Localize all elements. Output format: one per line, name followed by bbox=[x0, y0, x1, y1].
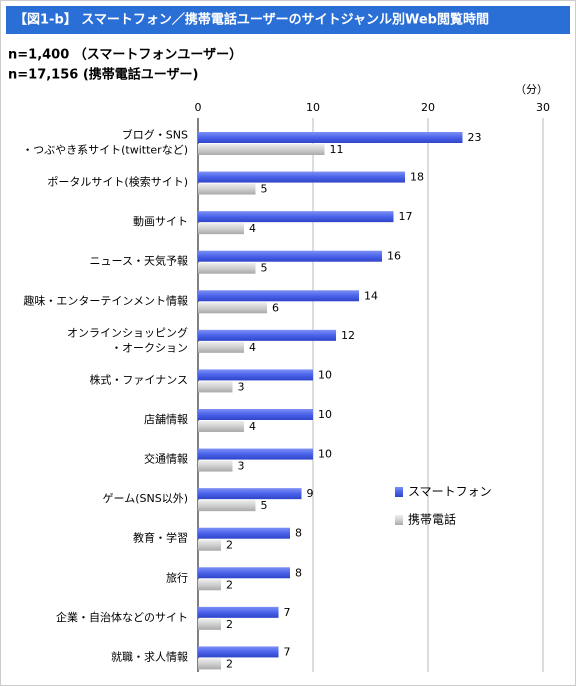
y-tick-label: 就職・求人情報 bbox=[111, 649, 188, 663]
x-tick-label: 10 bbox=[306, 101, 320, 114]
bar bbox=[198, 488, 302, 500]
bar bbox=[198, 606, 279, 618]
bar bbox=[198, 223, 244, 235]
value-label: 2 bbox=[226, 657, 233, 670]
value-label: 2 bbox=[226, 578, 233, 591]
bar bbox=[198, 460, 233, 472]
y-tick-label: ポータルサイト(検索サイト) bbox=[47, 175, 188, 189]
bar bbox=[198, 369, 313, 381]
value-label: 5 bbox=[261, 262, 268, 275]
value-label: 7 bbox=[284, 645, 291, 658]
y-tick-label: 株式・ファイナンス bbox=[89, 372, 188, 386]
legend-label: 携帯電話 bbox=[408, 512, 456, 527]
y-tick-label: 企業・自治体などのサイト bbox=[56, 610, 188, 624]
y-tick-label: 交通情報 bbox=[144, 452, 188, 466]
bar bbox=[198, 381, 233, 393]
bar bbox=[198, 250, 382, 262]
bar bbox=[198, 421, 244, 432]
value-label: 5 bbox=[261, 499, 268, 512]
y-tick-label: ブログ・SNS bbox=[122, 128, 188, 142]
y-tick-label: ・つぶやき系サイト(twitterなど) bbox=[22, 144, 188, 157]
bar bbox=[198, 448, 313, 460]
legend-swatch bbox=[395, 515, 403, 525]
y-tick-label: ゲーム(SNS以外) bbox=[103, 492, 188, 505]
bar bbox=[198, 211, 394, 223]
value-label: 10 bbox=[318, 408, 332, 421]
chart-title: 【図1-b】 スマートフォン／携帯電話ユーザーのサイトジャンル別Web閲覧時間 bbox=[14, 12, 489, 28]
value-label: 10 bbox=[318, 448, 332, 461]
bar bbox=[198, 132, 463, 143]
bar bbox=[198, 302, 267, 314]
subtitle: n=17,156 (携帯電話ユーザー) bbox=[8, 67, 198, 83]
bar bbox=[198, 262, 256, 274]
title-bar bbox=[6, 6, 570, 34]
value-label: 3 bbox=[238, 380, 245, 393]
y-tick-label: 店舗情報 bbox=[144, 412, 188, 426]
bar bbox=[198, 183, 256, 195]
value-label: 16 bbox=[387, 250, 401, 263]
bar bbox=[198, 341, 244, 353]
x-tick-label: 0 bbox=[195, 101, 202, 114]
value-label: 8 bbox=[295, 527, 302, 540]
value-label: 17 bbox=[399, 210, 413, 223]
bar bbox=[198, 579, 221, 591]
value-label: 6 bbox=[272, 301, 279, 314]
legend-swatch bbox=[395, 487, 403, 497]
bar bbox=[198, 527, 290, 539]
y-tick-label: ・オークション bbox=[111, 341, 188, 354]
value-label: 2 bbox=[226, 539, 233, 552]
y-tick-label: ニュース・天気予報 bbox=[90, 254, 188, 268]
legend-label: スマートフォン bbox=[408, 485, 492, 499]
bar bbox=[198, 409, 313, 420]
bar bbox=[198, 539, 221, 551]
value-label: 3 bbox=[238, 460, 245, 473]
bar bbox=[198, 329, 336, 341]
value-label: 9 bbox=[307, 487, 314, 500]
bar bbox=[198, 290, 359, 302]
x-tick-label: 20 bbox=[421, 101, 435, 114]
value-label: 4 bbox=[249, 222, 256, 235]
value-label: 2 bbox=[226, 618, 233, 631]
bar bbox=[198, 646, 279, 658]
y-tick-label: 趣味・エンターテインメント情報 bbox=[23, 293, 188, 307]
y-tick-label: オンラインショッピング bbox=[67, 325, 188, 339]
bar bbox=[198, 567, 290, 579]
y-tick-label: 旅行 bbox=[166, 570, 188, 584]
bar bbox=[198, 144, 325, 155]
value-label: 5 bbox=[261, 183, 268, 196]
subtitle: n=1,400 （スマートフォンユーザー） bbox=[8, 47, 242, 63]
bar bbox=[198, 658, 221, 670]
value-label: 4 bbox=[249, 341, 256, 354]
value-label: 11 bbox=[330, 143, 344, 156]
value-label: 18 bbox=[410, 171, 424, 184]
value-label: 12 bbox=[341, 329, 355, 342]
x-tick-label: 30 bbox=[536, 101, 550, 114]
bar bbox=[198, 500, 256, 512]
value-label: 10 bbox=[318, 368, 332, 381]
bar bbox=[198, 618, 221, 630]
value-label: 4 bbox=[249, 420, 256, 433]
y-tick-label: 動画サイト bbox=[133, 214, 188, 228]
value-label: 23 bbox=[468, 131, 482, 144]
value-label: 8 bbox=[295, 566, 302, 579]
y-tick-label: 教育・学習 bbox=[133, 531, 188, 545]
value-label: 14 bbox=[364, 289, 378, 302]
bar bbox=[198, 171, 405, 183]
value-label: 7 bbox=[284, 606, 291, 619]
axis-unit: （分） bbox=[515, 83, 548, 96]
